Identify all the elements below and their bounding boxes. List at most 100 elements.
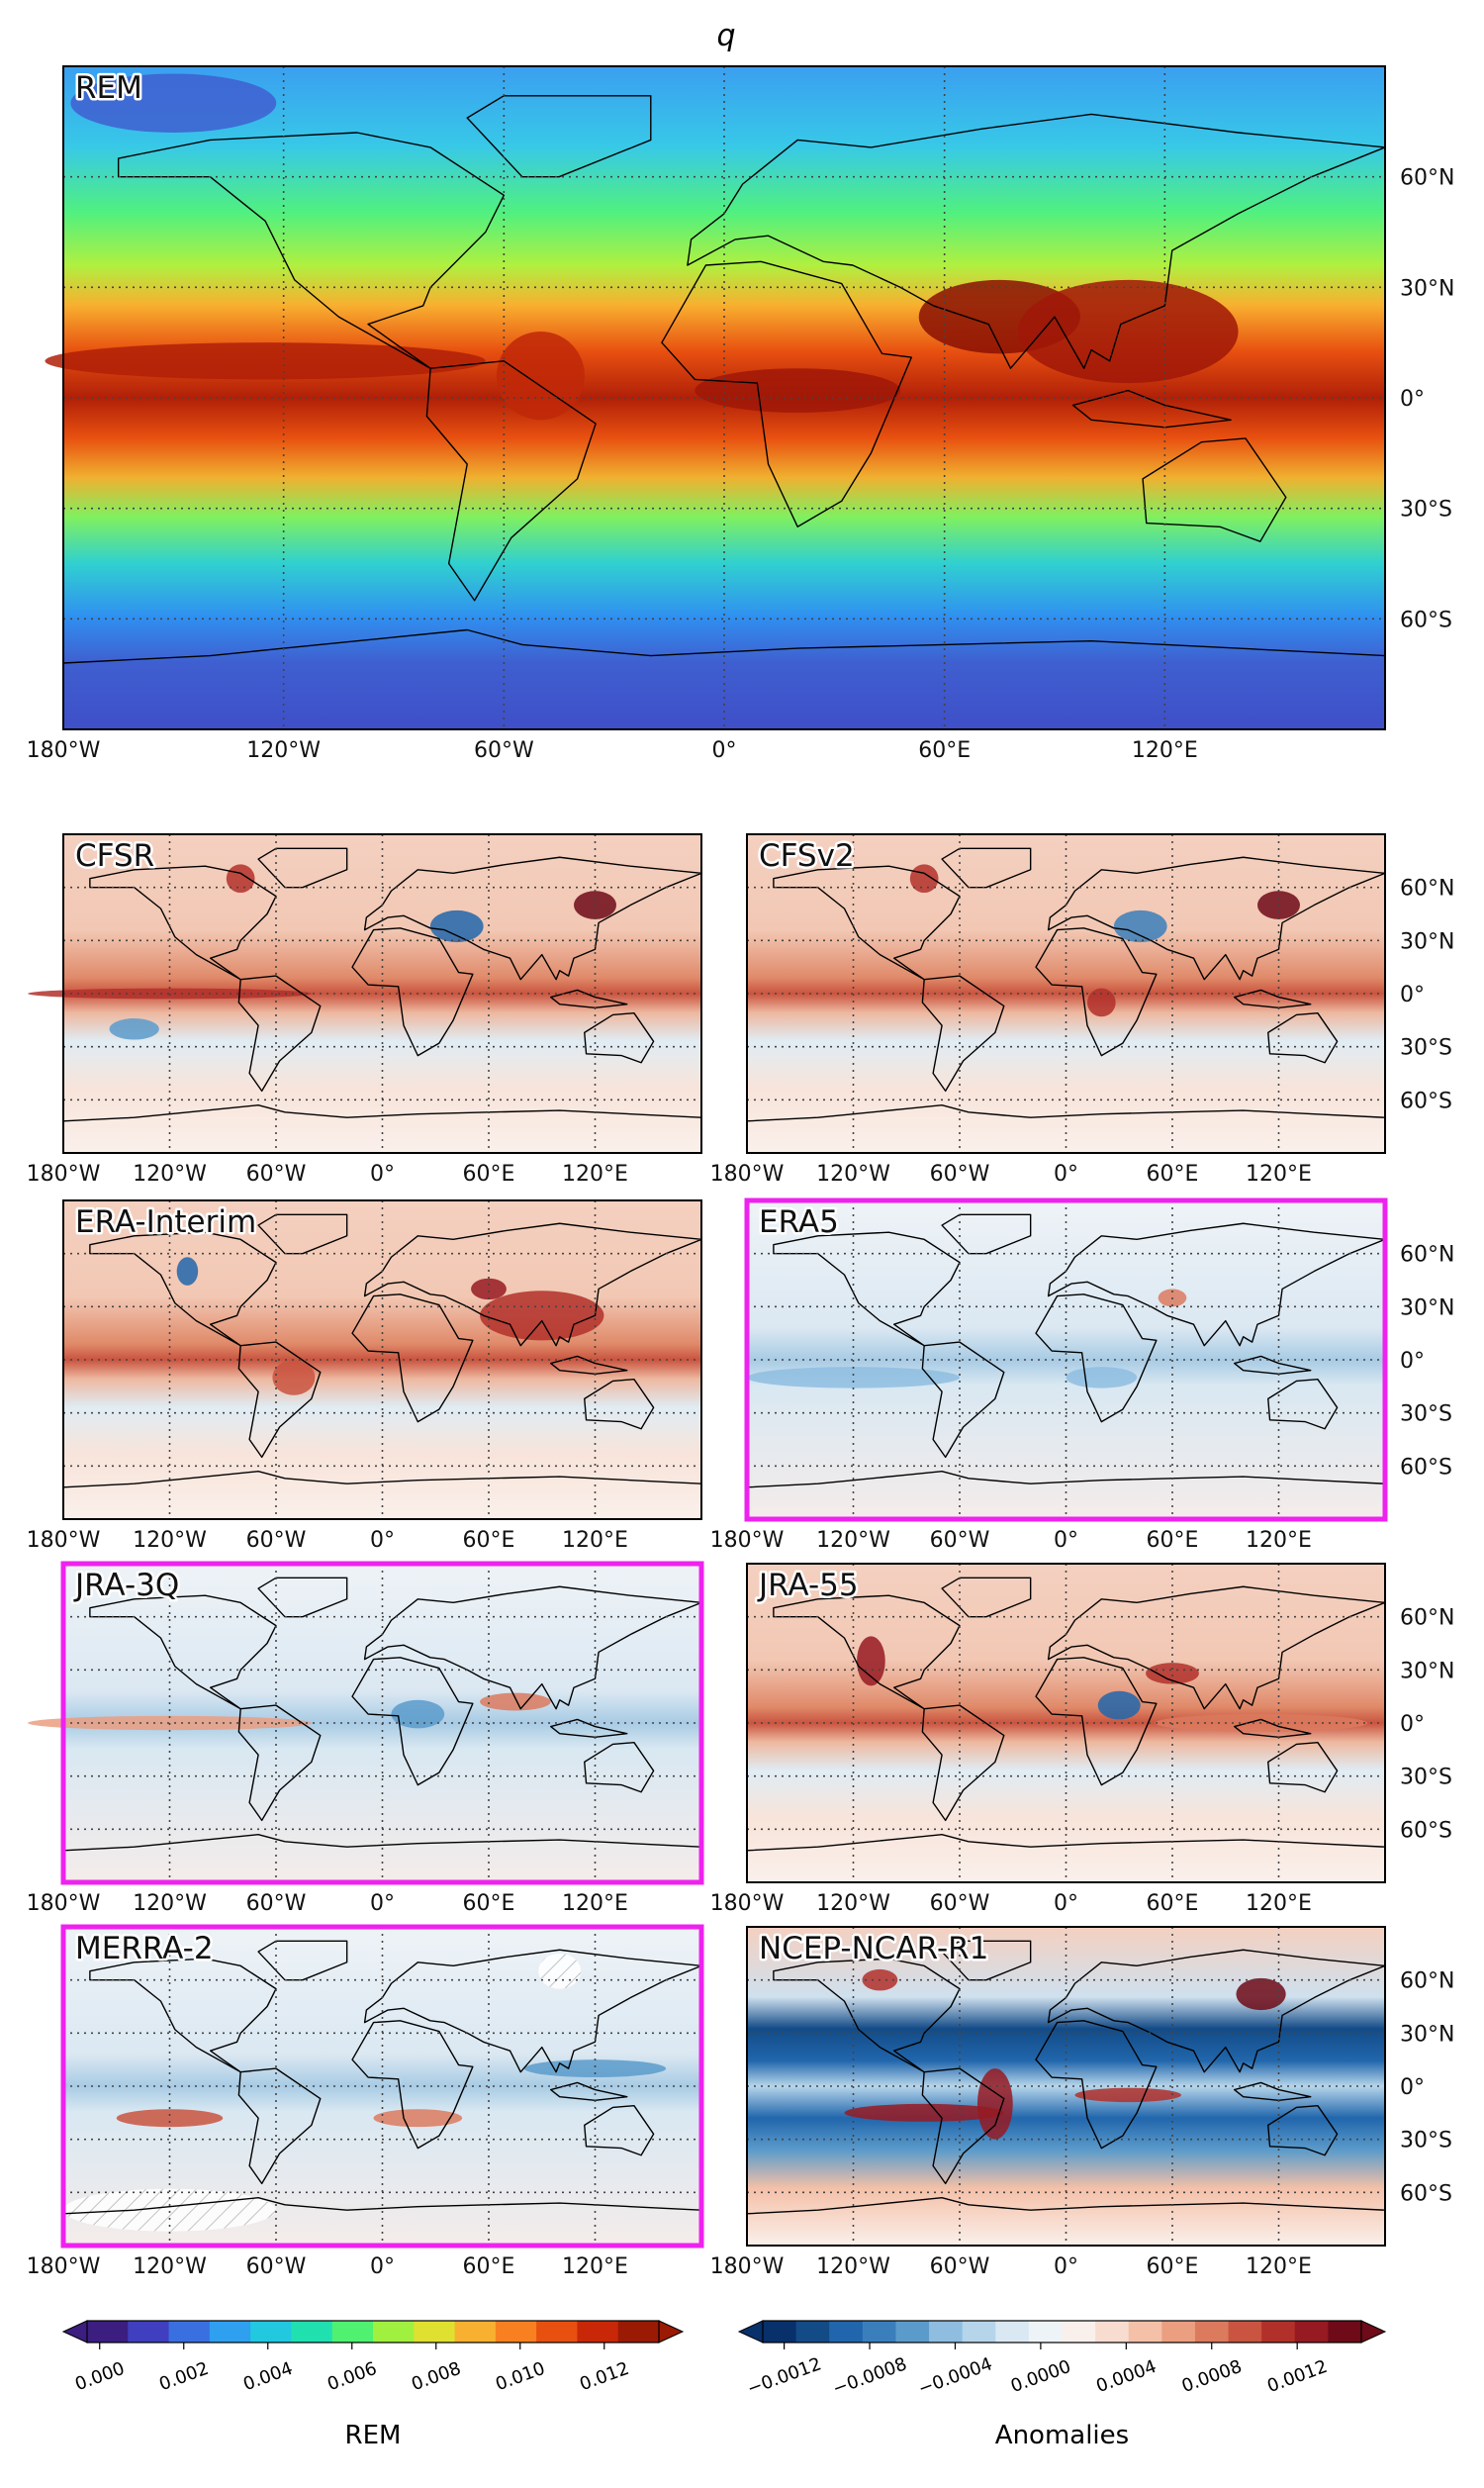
map-frame xyxy=(62,833,702,1154)
colorbar-segment xyxy=(291,2321,333,2343)
lon-tick-label: 120°W xyxy=(816,2254,890,2279)
lon-tick-label: 120°E xyxy=(1246,1891,1312,1916)
colorbar-tick-label: 0.006 xyxy=(325,2358,380,2395)
lon-tick-label: 180°W xyxy=(710,2254,785,2279)
lon-tick-label: 120°E xyxy=(1246,1528,1312,1553)
lon-tick-label: 0° xyxy=(370,2254,395,2279)
colorbar-tick-label: 0.004 xyxy=(240,2358,296,2395)
lon-tick-label: 60°E xyxy=(463,1162,515,1187)
lon-tick-label: 180°W xyxy=(710,1528,785,1553)
map-anomaly xyxy=(1113,909,1167,943)
map-frame xyxy=(744,1197,1388,1522)
map-anomaly xyxy=(391,1699,445,1729)
lon-tick-label: 120°W xyxy=(816,1162,890,1187)
map-anomaly xyxy=(1087,988,1116,1017)
colorbar-segment xyxy=(454,2321,497,2343)
lat-tick-label: 60°S xyxy=(1400,1455,1452,1480)
lon-tick-label: 60°W xyxy=(930,1162,990,1187)
map-anomaly xyxy=(976,2068,1013,2140)
map-anomaly xyxy=(857,1636,885,1686)
map-frame xyxy=(62,1199,702,1520)
lat-tick-label: 60°S xyxy=(1400,1818,1452,1843)
panel-label: CFSv2 xyxy=(759,838,855,874)
lat-tick-label: 60°S xyxy=(1400,2181,1452,2206)
lon-tick-label: 60°W xyxy=(246,1891,307,1916)
lon-tick-label: 120°E xyxy=(562,1528,628,1553)
map-frame xyxy=(746,1563,1386,1883)
colorbar-segment xyxy=(414,2321,456,2343)
lon-tick-label: 0° xyxy=(370,1528,395,1553)
lat-tick-label: 30°N xyxy=(1400,1659,1454,1683)
lon-tick-label: 180°W xyxy=(27,738,101,763)
lon-tick-label: 120°E xyxy=(562,1162,628,1187)
colorbar-segment xyxy=(1261,2321,1296,2343)
colorbar-tick-label: 0.0004 xyxy=(1093,2356,1159,2397)
colorbar-tick-label: 0.0012 xyxy=(1264,2356,1330,2397)
map-frame xyxy=(60,1924,704,2249)
lat-tick-label: 0° xyxy=(1400,2075,1425,2100)
lon-tick-label: 60°E xyxy=(918,738,971,763)
colorbar-segment xyxy=(1294,2321,1329,2343)
lat-tick-label: 60°N xyxy=(1400,1243,1454,1268)
lon-tick-label: 60°E xyxy=(1147,1528,1199,1553)
colorbar-tick-label: −0.0012 xyxy=(745,2353,825,2399)
lat-tick-label: 60°S xyxy=(1400,608,1452,632)
lat-tick-label: 30°N xyxy=(1400,276,1454,301)
lat-tick-label: 60°S xyxy=(1400,1089,1452,1113)
colorbar-segment xyxy=(331,2321,374,2343)
map-anomaly xyxy=(1097,1690,1141,1720)
map-anomaly xyxy=(226,864,255,894)
lon-tick-label: 180°W xyxy=(27,1891,101,1916)
map-anomaly xyxy=(523,2059,667,2078)
map-frame xyxy=(746,1926,1386,2247)
colorbar-segment xyxy=(1161,2321,1196,2343)
colorbar-segment xyxy=(577,2321,619,2343)
colorbar-segment xyxy=(168,2321,211,2343)
lat-tick-label: 30°N xyxy=(1400,1295,1454,1320)
colorbar-segment xyxy=(617,2321,660,2343)
map-anomaly xyxy=(373,2109,463,2128)
colorbar-tick-label: 0.008 xyxy=(409,2358,464,2395)
colorbar-tick-label: −0.0004 xyxy=(915,2353,995,2399)
panel-label: ERA5 xyxy=(759,1204,839,1240)
map-frame xyxy=(60,1561,704,1885)
colorbar-tick-label: 0.000 xyxy=(72,2358,128,2395)
colorbar-frame xyxy=(762,2320,1362,2344)
lon-tick-label: 180°W xyxy=(27,1528,101,1553)
lon-tick-label: 60°W xyxy=(930,2254,990,2279)
map-anomaly xyxy=(176,1257,199,1286)
colorbar-tick-label: 0.002 xyxy=(156,2358,212,2395)
lon-tick-label: 0° xyxy=(370,1162,395,1187)
lon-tick-label: 120°E xyxy=(562,1891,628,1916)
colorbar-arrow xyxy=(1360,2320,1387,2344)
colorbar-segment xyxy=(995,2321,1030,2343)
lon-tick-label: 120°W xyxy=(133,1528,207,1553)
lon-tick-label: 120°E xyxy=(562,2254,628,2279)
colorbar-segment xyxy=(250,2321,292,2343)
panel-label: JRA-55 xyxy=(757,1568,859,1603)
colorbar-segment xyxy=(536,2321,578,2343)
map-anomaly xyxy=(116,2109,224,2128)
lon-tick-label: 60°E xyxy=(1147,1162,1199,1187)
panel-label: MERRA-2 xyxy=(75,1931,214,1966)
colorbar-segment xyxy=(209,2321,251,2343)
lat-tick-label: 30°S xyxy=(1400,498,1452,523)
lon-tick-label: 120°W xyxy=(133,1162,207,1187)
lon-tick-label: 0° xyxy=(1054,1162,1078,1187)
map-frame xyxy=(746,833,1386,1154)
map-anomaly xyxy=(70,73,277,133)
colorbar-segment xyxy=(128,2321,170,2343)
lat-tick-label: 60°N xyxy=(1400,877,1454,902)
map-anomaly xyxy=(909,864,939,894)
lat-tick-label: 30°S xyxy=(1400,1402,1452,1427)
colorbar-label: REM xyxy=(345,2421,402,2450)
lon-tick-label: 120°W xyxy=(133,2254,207,2279)
map-anomaly xyxy=(1017,279,1239,384)
panel-label: NCEP-NCAR-R1 xyxy=(759,1931,988,1966)
figure-title: q xyxy=(716,19,735,53)
lon-tick-label: 60°E xyxy=(463,2254,515,2279)
colorbar-tick-label: 0.010 xyxy=(493,2358,548,2395)
lon-tick-label: 0° xyxy=(712,738,737,763)
colorbar-segment xyxy=(1128,2321,1162,2343)
